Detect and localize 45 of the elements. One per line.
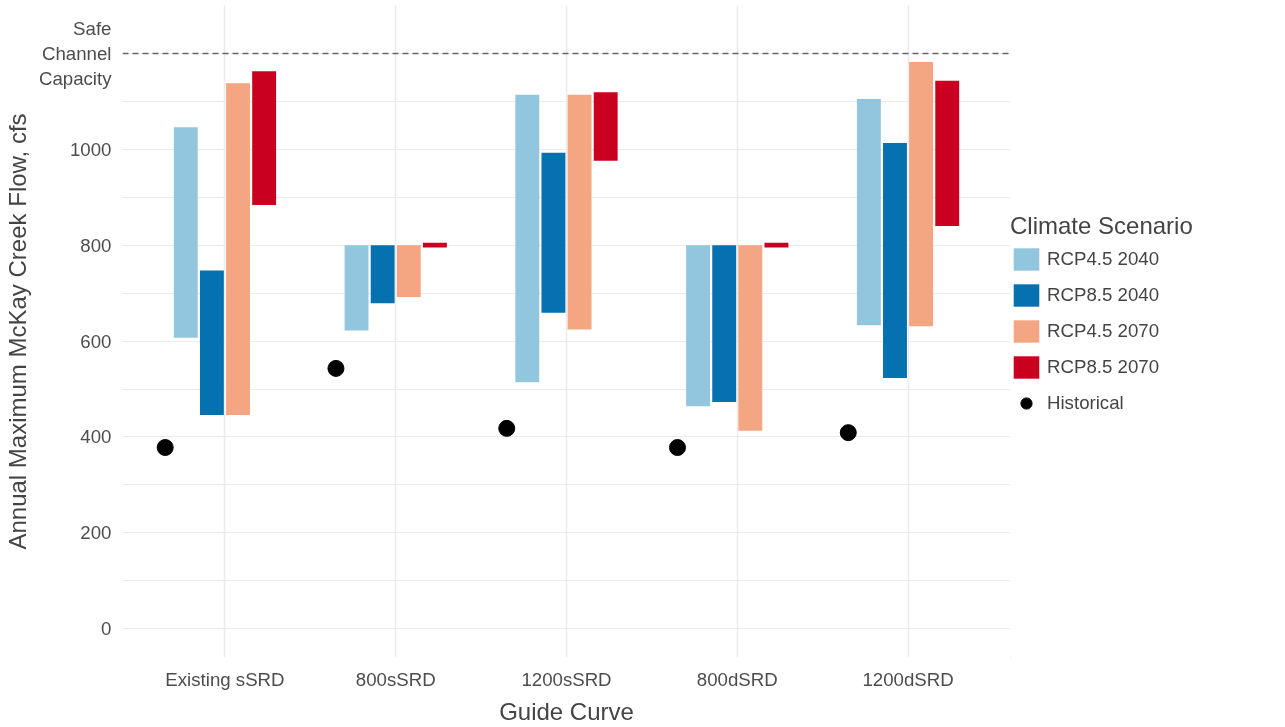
y-tick-label: 1000 (70, 138, 112, 160)
x-tick-label: Existing sSRD (165, 668, 285, 690)
bar (422, 242, 447, 248)
bar (344, 245, 369, 331)
x-tick-label: 1200dSRD (862, 668, 954, 690)
legend-title: Climate Scenario (1010, 212, 1193, 240)
y-axis-title: Annual Maximum McKay Creek Flow, cfs (3, 113, 31, 550)
bar (199, 270, 224, 415)
point (498, 419, 516, 437)
bar (856, 98, 881, 326)
y-tick-label: 0 (101, 618, 112, 640)
bar (173, 127, 198, 338)
legend-label: RCP4.5 2070 (1047, 320, 1160, 342)
y-tick-label: 400 (80, 426, 112, 448)
legend-label: RCP4.5 2040 (1047, 248, 1160, 270)
x-tick-label: 800dSRD (696, 668, 778, 690)
x-axis-title: Guide Curve (499, 697, 634, 725)
bar (252, 71, 277, 205)
legend-label: RCP8.5 2070 (1047, 356, 1160, 378)
bar (370, 245, 395, 304)
bar (712, 245, 737, 402)
bar (541, 152, 566, 313)
bar (738, 245, 763, 431)
point (327, 359, 345, 377)
y-tick-label: Safe Channel Capacity (38, 17, 113, 90)
point (156, 439, 174, 456)
x-tick-label: 800sSRD (355, 668, 436, 690)
bar (883, 143, 907, 378)
bar (396, 245, 421, 297)
bar (935, 80, 960, 227)
bar (567, 94, 592, 330)
point (839, 424, 857, 442)
legend-label: RCP8.5 2040 (1047, 284, 1160, 306)
y-tick-label: 800 (80, 234, 112, 256)
point (669, 439, 686, 456)
y-tick-label: 200 (80, 522, 112, 544)
bar (593, 92, 618, 161)
bar (515, 94, 540, 383)
bar (909, 62, 934, 327)
bar (686, 245, 711, 407)
y-tick-label: 600 (80, 330, 112, 352)
x-tick-label: 1200sSRD (521, 668, 612, 690)
bar (764, 242, 789, 248)
legend-label: Historical (1047, 392, 1124, 414)
bar (226, 83, 250, 415)
